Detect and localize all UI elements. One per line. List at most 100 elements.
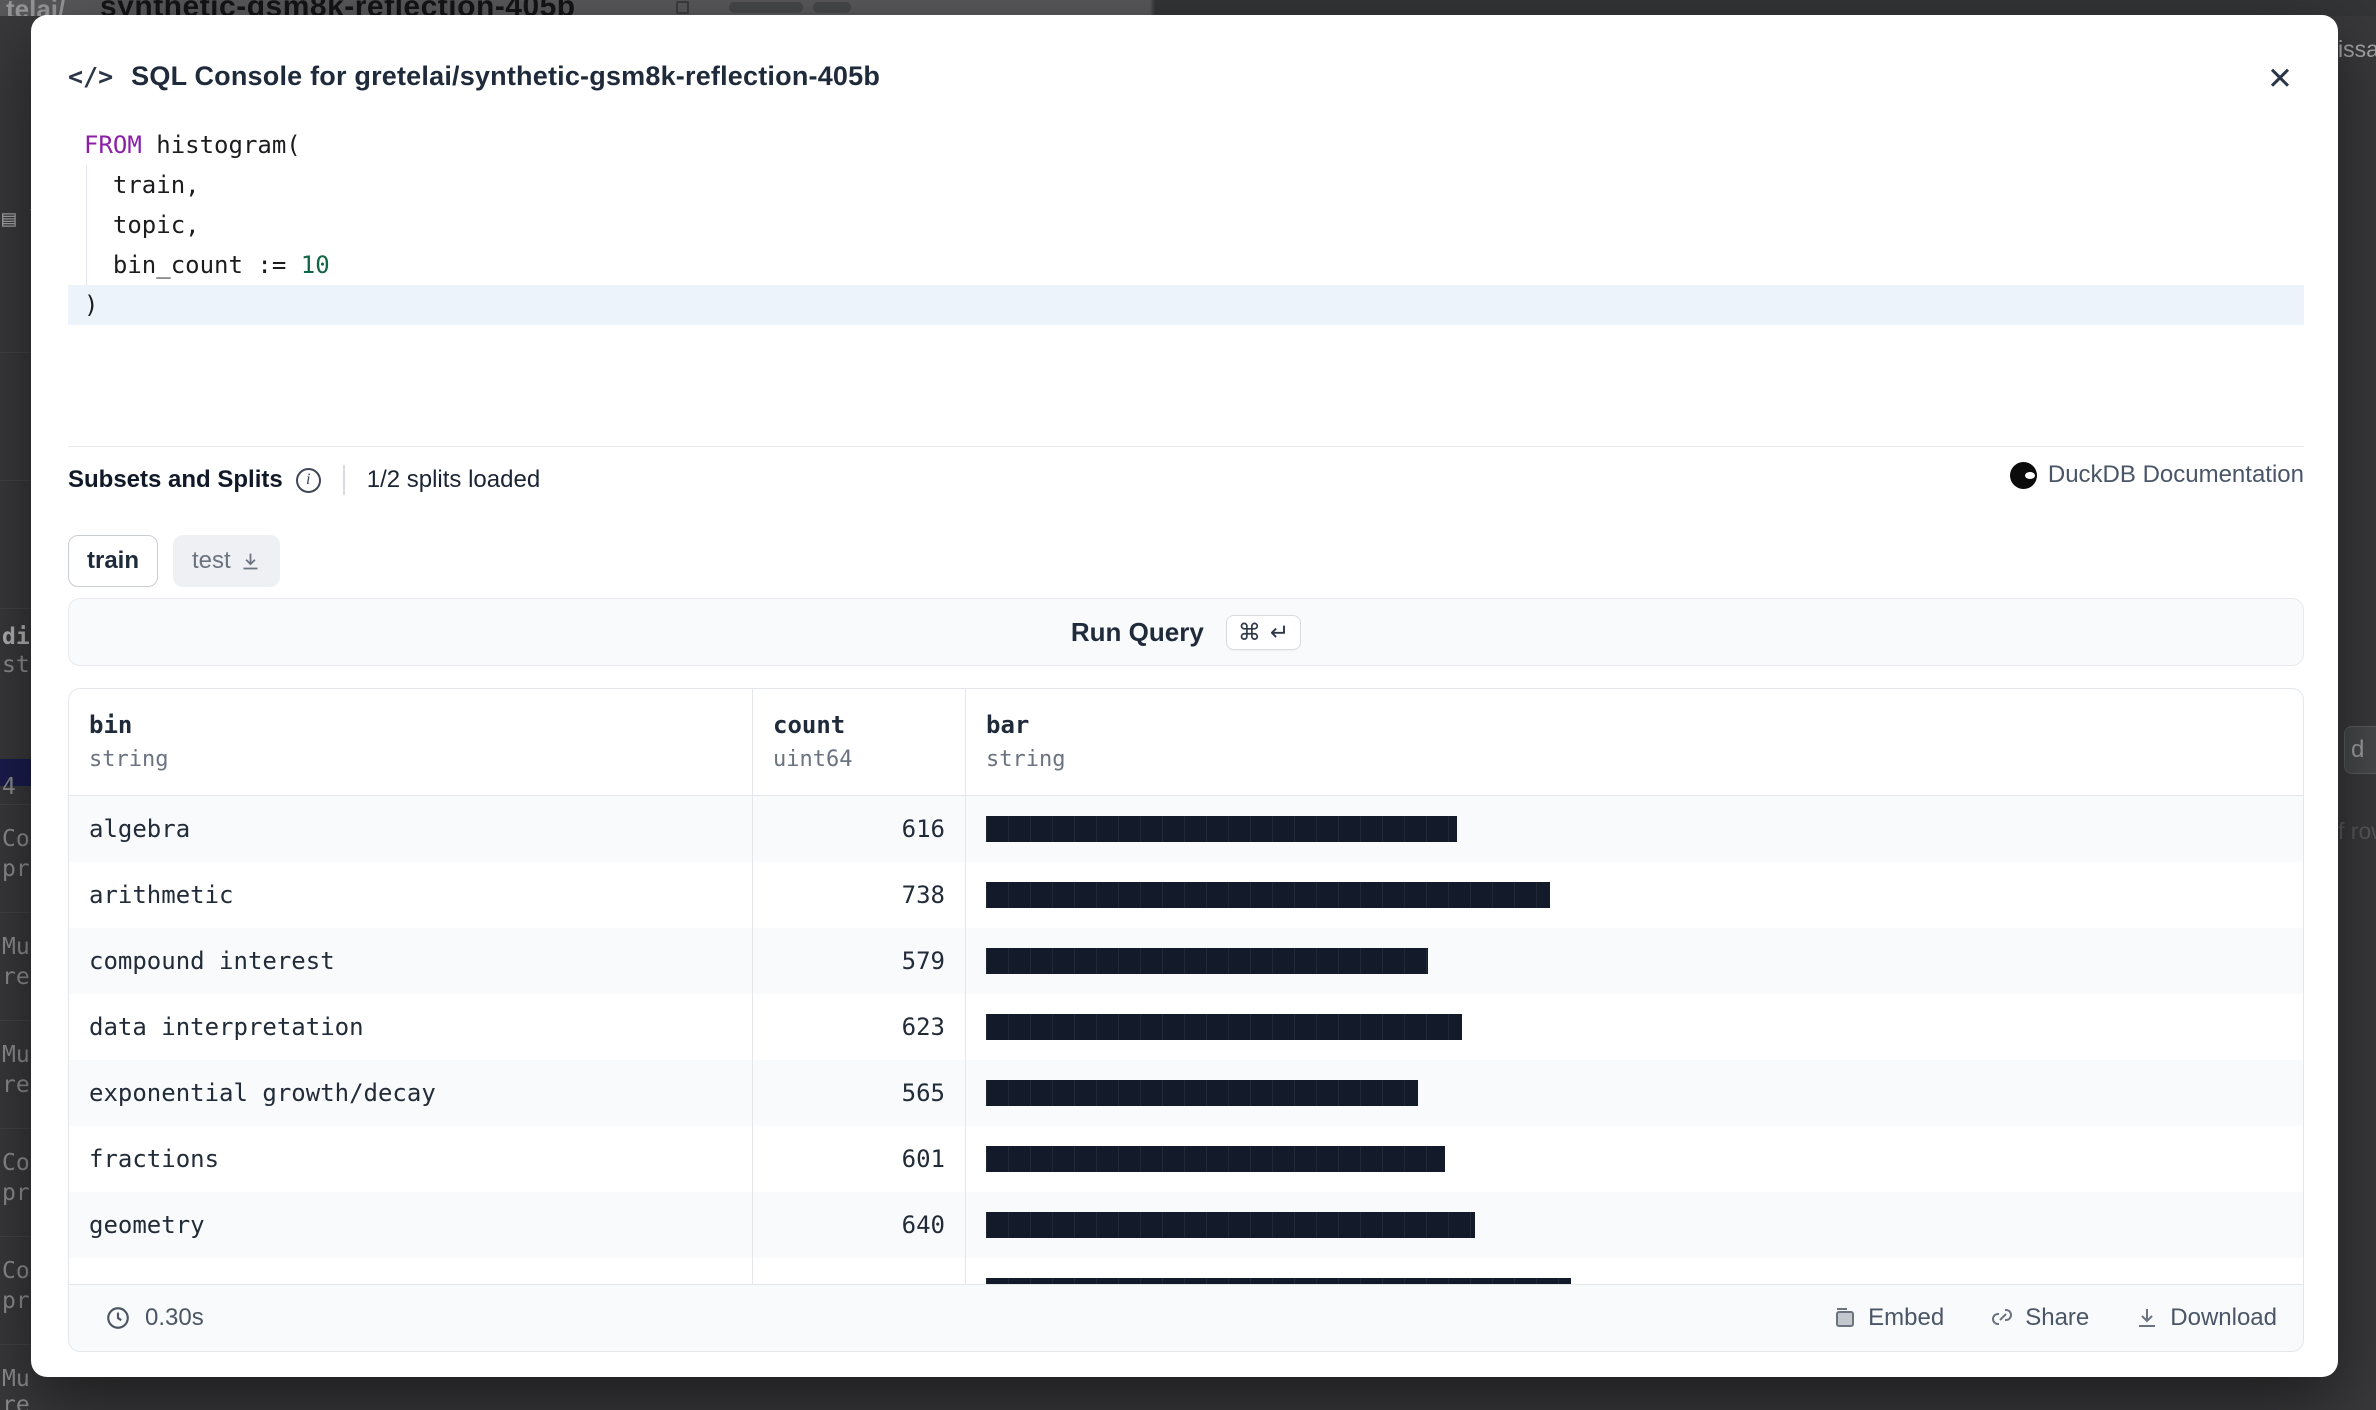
cell-bin: compound interest (89, 947, 335, 975)
table-row (69, 1258, 2303, 1284)
results-body[interactable]: algebra 616 arithmetic 738 compound interest… (69, 796, 2303, 1284)
column-type: string (89, 747, 169, 772)
cell-count: 616 (752, 796, 965, 862)
results-footer: 0.30s Embed Share Download (69, 1284, 2303, 1351)
cell-bin (69, 1258, 752, 1284)
background-text-fragment: dif (2, 624, 31, 650)
histogram-bar (986, 1278, 1571, 1284)
close-icon[interactable]: ✕ (2258, 57, 2302, 101)
column-header-bar: bar string (965, 689, 2303, 795)
background-text-fragment: req (2, 1392, 31, 1410)
column-type: string (986, 747, 1066, 772)
code-icon: </> (68, 61, 114, 91)
share-button[interactable]: Share (1990, 1304, 2089, 1332)
duckdb-logo-icon (2009, 461, 2037, 489)
table-row: algebra 616 (69, 796, 2303, 862)
embed-button[interactable]: Embed (1833, 1304, 1944, 1332)
cmd-icon: ⌘ (1237, 618, 1261, 645)
duckdb-documentation-label: DuckDB Documentation (2047, 461, 2304, 488)
background-text-fragment: Com (2, 1258, 31, 1284)
cell-bar (965, 1192, 2303, 1258)
code-line: ) (68, 285, 2304, 325)
table-row: exponential growth/decay 565 (69, 1060, 2303, 1126)
background-text-fragment: req (2, 1072, 31, 1098)
background-text-fragment: Mul (2, 934, 31, 960)
vertical-separator (342, 465, 345, 495)
splits-loaded-status: 1/2 splits loaded (366, 466, 541, 493)
background-text-fragment: Com (2, 826, 31, 852)
subsets-and-splits-row: Subsets and Splits i 1/2 splits loaded (68, 463, 540, 497)
modal-header: </> SQL Console for gretelai/synthetic-g… (68, 53, 2218, 99)
split-button-train[interactable]: train (68, 535, 159, 587)
subsets-heading: Subsets and Splits (68, 466, 283, 493)
background-button-fragment: d (2344, 726, 2376, 774)
table-row: arithmetic 738 (69, 862, 2303, 928)
table-row: compound interest 579 (69, 928, 2303, 994)
copy-icon (676, 1, 689, 14)
background-divider-fragment (0, 352, 31, 353)
duckdb-documentation-link[interactable]: DuckDB Documentation (2009, 461, 2304, 489)
split-button-test[interactable]: test (173, 535, 280, 587)
table-row: geometry 640 (69, 1192, 2303, 1258)
histogram-bar (986, 882, 1550, 908)
background-text-fragment: Mul (2, 1042, 31, 1068)
query-results-table: bin string count uint64 bar string algebra 616… (68, 688, 2304, 1352)
histogram-bar (986, 1146, 1445, 1172)
run-query-button[interactable]: Run Query ⌘ ↵ (68, 598, 2304, 666)
cell-bin: algebra (89, 815, 191, 843)
background-page-left-strip: ▤ Vdifstr4 vComproMulreqMulreqComproComp… (0, 16, 31, 1410)
table-row: fractions 601 (69, 1126, 2303, 1192)
background-divider-fragment (0, 912, 31, 913)
background-text-fragment: issa (2338, 36, 2376, 62)
column-name: bin (89, 711, 133, 739)
background-text-fragment: pro (2, 1180, 31, 1206)
cell-bin: exponential growth/decay (89, 1079, 436, 1107)
query-duration: 0.30s (105, 1304, 204, 1332)
indent-guide (86, 165, 87, 285)
results-header-row: bin string count uint64 bar string (69, 689, 2303, 796)
cell-count (752, 1258, 965, 1284)
column-type: uint64 (773, 747, 853, 772)
background-divider-fragment (0, 804, 31, 805)
code-line: train, (84, 171, 200, 199)
action-label: Share (2025, 1304, 2090, 1331)
background-divider-fragment (0, 608, 31, 609)
background-page-top-strip: telai/ synthetic-gsm8k-reflection-405b (0, 0, 2376, 16)
section-divider (68, 446, 2304, 447)
code-line: topic, (84, 211, 200, 239)
download-icon (2135, 1306, 2159, 1330)
background-divider-fragment (0, 1128, 31, 1129)
code-line: bin_count := 10 (84, 251, 330, 279)
sql-editor[interactable]: FROM histogram( train, topic, bin_count … (68, 125, 2304, 325)
histogram-bar (986, 1014, 1462, 1040)
cell-bar (965, 862, 2303, 928)
background-text-fragment: str (2, 652, 31, 678)
column-header-bin: bin string (69, 689, 752, 795)
background-text-fragment: Com (2, 1150, 31, 1176)
action-label: Embed (1868, 1304, 1945, 1331)
background-text-fragment: pro (2, 856, 31, 882)
info-icon[interactable]: i (295, 467, 321, 493)
cell-count: 579 (752, 928, 965, 994)
background-divider-fragment (0, 1020, 31, 1021)
background-text-fragment: ▤ V (2, 206, 31, 232)
background-button-fragment (728, 1, 804, 14)
background-text-fragment: 4 v (2, 774, 31, 800)
splits-selector: train test (68, 535, 280, 587)
footer-actions: Embed Share Download (1833, 1304, 2277, 1332)
cell-bar (965, 1126, 2303, 1192)
cell-count: 623 (752, 994, 965, 1060)
embed-icon (1833, 1306, 1857, 1330)
sql-console-modal: </> SQL Console for gretelai/synthetic-g… (31, 15, 2338, 1377)
cell-bin: data interpretation (89, 1013, 364, 1041)
histogram-bar (986, 1212, 1475, 1238)
duration-label: 0.30s (145, 1304, 204, 1331)
split-label: test (192, 547, 231, 574)
background-divider-fragment (0, 480, 31, 481)
background-owner-fragment: telai/ (6, 0, 66, 16)
background-text-fragment: f row (2338, 818, 2376, 844)
download-button[interactable]: Download (2135, 1304, 2277, 1332)
background-row-fragment (0, 759, 31, 786)
action-label: Download (2170, 1304, 2277, 1331)
code-line: FROM histogram( (84, 131, 301, 159)
